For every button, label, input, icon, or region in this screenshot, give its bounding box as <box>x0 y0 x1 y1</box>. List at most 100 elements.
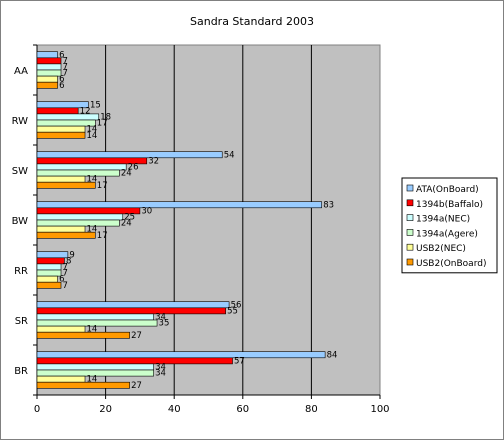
data-label: 14 <box>87 131 98 141</box>
data-label: 6 <box>59 50 64 60</box>
data-label: 14 <box>87 175 98 185</box>
bar <box>36 125 86 133</box>
bar <box>36 281 62 289</box>
data-label: 54 <box>224 150 235 160</box>
bar <box>36 57 62 65</box>
bar <box>36 369 154 377</box>
legend: ATA(OnBoard) 1394b(Baffalo) 1394a(NEC) 1394… <box>401 177 498 274</box>
legend-label: USB2(NEC) <box>416 244 466 254</box>
category-label: BR <box>14 366 28 377</box>
bar <box>36 319 158 327</box>
bar <box>36 331 130 339</box>
bar <box>36 219 120 227</box>
data-label: 18 <box>100 113 111 123</box>
bar <box>36 163 127 171</box>
category-label: BW <box>12 216 29 227</box>
bar <box>36 81 58 89</box>
data-label: 56 <box>231 300 242 310</box>
bar <box>36 375 86 383</box>
legend-label: 1394a(Agere) <box>416 229 478 239</box>
x-tick-label: 60 <box>236 404 249 415</box>
data-label: 24 <box>121 169 132 179</box>
bar <box>36 231 96 239</box>
legend-box <box>401 177 498 274</box>
data-label: 9 <box>69 250 74 260</box>
data-label: 34 <box>155 313 166 323</box>
data-label: 84 <box>327 350 338 360</box>
legend-label: 1394b(Baffalo) <box>416 200 483 210</box>
legend-label: 1394a(NEC) <box>416 215 470 225</box>
legend-swatch <box>406 199 414 207</box>
data-label: 14 <box>87 325 98 335</box>
data-label: 83 <box>323 200 334 210</box>
data-label: 32 <box>148 156 159 166</box>
data-label: 17 <box>97 181 108 191</box>
bar <box>36 213 124 221</box>
data-label: 30 <box>141 206 152 216</box>
bar <box>36 313 154 321</box>
bar <box>36 69 62 77</box>
x-tick-label: 80 <box>305 404 318 415</box>
data-label: 24 <box>121 219 132 229</box>
data-label: 6 <box>59 75 64 85</box>
x-tick-label: 0 <box>34 404 40 415</box>
bar <box>36 51 58 59</box>
bar <box>36 151 223 159</box>
bar <box>36 131 86 139</box>
legend-swatch <box>406 258 414 266</box>
bar <box>36 75 58 83</box>
x-tick-label: 20 <box>99 404 112 415</box>
bar <box>36 381 130 389</box>
bar <box>36 63 62 71</box>
legend-swatch <box>406 229 414 236</box>
legend-label: ATA(OnBoard) <box>416 185 479 195</box>
data-label: 14 <box>87 225 98 235</box>
category-label: SW <box>12 166 28 177</box>
data-label: 14 <box>87 375 98 385</box>
category-label: RW <box>12 116 29 127</box>
category-label: SR <box>15 316 28 327</box>
x-tick-label: 100 <box>370 404 389 415</box>
x-tick-label: 40 <box>168 404 181 415</box>
bar <box>36 201 322 209</box>
bar <box>36 169 120 177</box>
bar <box>36 275 58 283</box>
bar <box>36 257 65 265</box>
bar <box>36 307 226 315</box>
category-label: RR <box>14 266 28 277</box>
bar <box>36 363 154 371</box>
data-label: 34 <box>155 363 166 373</box>
data-label: 25 <box>124 213 135 223</box>
data-label: 17 <box>97 119 108 129</box>
data-label: 6 <box>59 81 64 91</box>
data-label: 27 <box>131 381 142 391</box>
chart-title: Sandra Standard 2003 <box>190 15 314 28</box>
bar <box>36 263 62 271</box>
data-label: 7 <box>63 281 68 291</box>
data-label: 34 <box>155 369 166 379</box>
data-label: 57 <box>234 356 245 366</box>
data-label: 26 <box>128 163 139 173</box>
bar <box>36 225 86 233</box>
data-label: 35 <box>159 319 170 329</box>
bar <box>36 269 62 277</box>
bar <box>36 357 233 365</box>
data-label: 8 <box>66 256 71 266</box>
plot-area: 0 20 40 60 80 100AA677766RW151218171414SW5432… <box>12 44 390 415</box>
data-label: 15 <box>90 100 101 110</box>
legend-swatch <box>406 243 414 251</box>
legend-swatch <box>406 184 414 192</box>
data-label: 27 <box>131 331 142 341</box>
legend-swatch <box>406 214 414 221</box>
data-label: 55 <box>227 306 238 316</box>
data-label: 14 <box>87 125 98 135</box>
data-label: 7 <box>63 69 68 79</box>
data-label: 12 <box>80 106 91 116</box>
legend-label: USB2(OnBoard) <box>416 259 486 269</box>
category-label: AA <box>14 66 28 77</box>
data-label: 7 <box>63 63 68 73</box>
data-label: 7 <box>63 269 68 279</box>
data-label: 7 <box>63 263 68 273</box>
